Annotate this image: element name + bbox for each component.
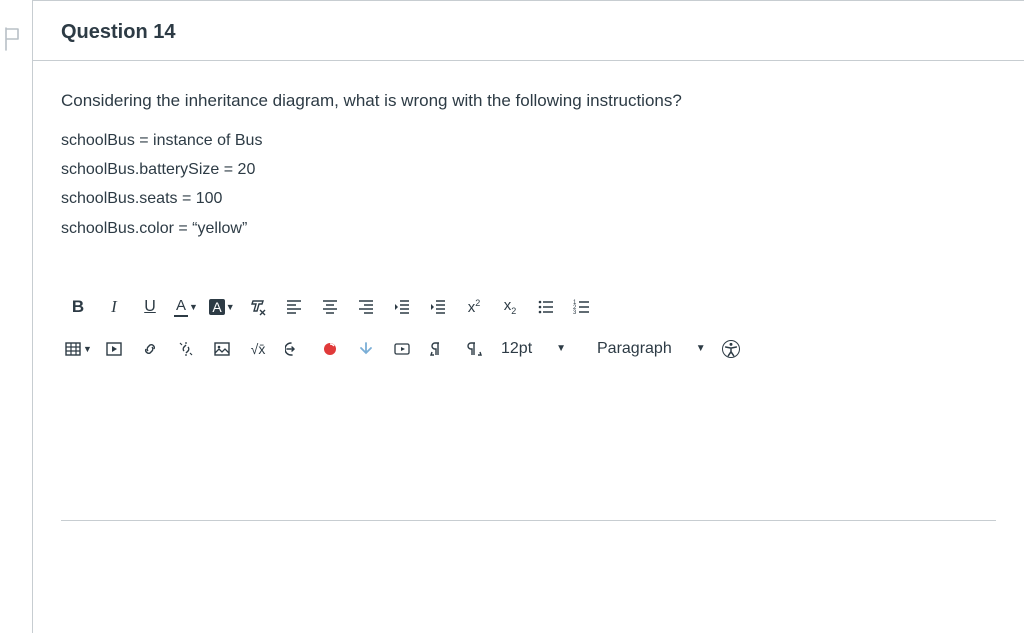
align-center-button[interactable] [313,292,347,322]
highlight-color-button[interactable]: A ▼ [205,292,239,322]
code-line: schoolBus.seats = 100 [61,187,996,210]
embed-button[interactable] [277,334,311,364]
equation-button[interactable]: √x̄ [241,334,275,364]
media-button[interactable] [97,334,131,364]
flag-icon[interactable] [2,26,22,52]
indent-button[interactable] [421,292,455,322]
paragraph-format-select[interactable]: Paragraph ▼ [589,334,714,364]
font-size-select[interactable]: 12pt ▼ [493,334,589,364]
clear-formatting-button[interactable] [241,292,275,322]
question-header: Question 14 [33,1,1024,61]
superscript-button[interactable]: x2 [457,292,491,322]
paragraph-format-label: Paragraph [597,340,672,358]
question-body: Considering the inheritance diagram, wha… [33,61,1024,240]
font-size-label: 12pt [501,340,532,358]
align-right-button[interactable] [349,292,383,322]
subscript-button[interactable]: x2 [493,292,527,322]
unlink-button[interactable] [169,334,203,364]
italic-button[interactable]: I [97,292,131,322]
editor-toolbar-row-1: B I U A ▼ A ▼ [61,288,996,328]
underline-button[interactable]: U [133,292,167,322]
question-card: Question 14 Considering the inheritance … [32,0,1024,633]
ltr-button[interactable] [421,334,455,364]
video-play-button[interactable] [385,334,419,364]
question-prompt: Considering the inheritance diagram, wha… [61,91,996,111]
insert-button[interactable] [349,334,383,364]
question-title: Question 14 [61,21,996,44]
bold-button[interactable]: B [61,292,95,322]
image-button[interactable] [205,334,239,364]
rich-text-editor: B I U A ▼ A ▼ [61,288,996,521]
rtl-button[interactable] [457,334,491,364]
align-left-button[interactable] [277,292,311,322]
question-code: schoolBus = instance of Bus schoolBus.ba… [61,129,996,240]
record-button[interactable] [313,334,347,364]
editor-toolbar-row-2: ▼ √x̄ [61,330,996,370]
code-line: schoolBus = instance of Bus [61,129,996,152]
code-line: schoolBus.color = “yellow” [61,217,996,240]
bullet-list-button[interactable] [529,292,563,322]
numbered-list-button[interactable]: 123 [565,292,599,322]
table-button[interactable]: ▼ [61,334,95,364]
accessibility-button[interactable] [714,334,748,364]
text-color-button[interactable]: A ▼ [169,292,203,322]
editor-content-area[interactable] [61,370,996,520]
outdent-button[interactable] [385,292,419,322]
link-button[interactable] [133,334,167,364]
code-line: schoolBus.batterySize = 20 [61,158,996,181]
svg-text:3: 3 [573,310,577,316]
